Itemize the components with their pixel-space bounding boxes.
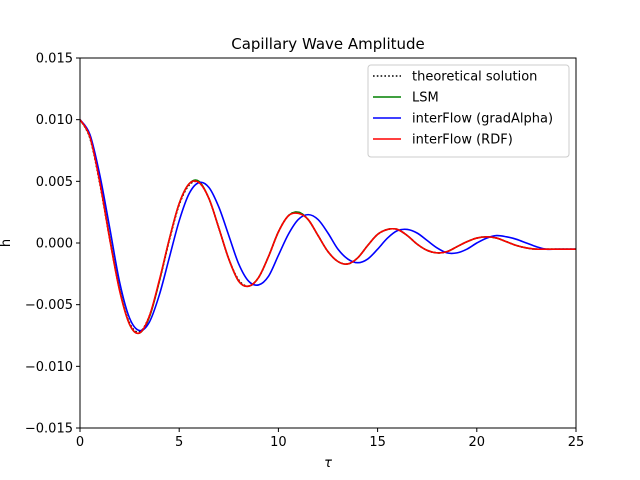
y-tick-label: 0.010 xyxy=(36,113,73,128)
x-tick-label: 15 xyxy=(369,435,386,450)
y-tick-label: 0.000 xyxy=(36,237,73,252)
chart-title: Capillary Wave Amplitude xyxy=(231,35,425,53)
legend: theoretical solution LSM interFlow (gradAl… xyxy=(367,64,570,158)
legend-label: interFlow (RDF) xyxy=(412,133,513,148)
y-tick-label: 0.005 xyxy=(36,175,73,190)
series-line-4 xyxy=(80,119,576,335)
x-axis-label: τ xyxy=(324,456,332,471)
x-tick-label: 25 xyxy=(568,435,585,450)
legend-label: theoretical solution xyxy=(412,70,537,85)
y-axis-label: h xyxy=(0,239,14,247)
y-tick-label: −0.005 xyxy=(25,298,73,313)
y-axis-ticks: −0.015 −0.010 −0.005 0.000 0.005 0.010 0.015 xyxy=(25,52,80,437)
y-tick-label: 0.015 xyxy=(36,52,73,67)
x-tick-label: 5 xyxy=(175,435,183,450)
legend-label: LSM xyxy=(412,91,439,106)
legend-label: interFlow (gradAlpha) xyxy=(412,112,553,127)
x-axis-ticks: 0 5 10 15 20 25 xyxy=(76,428,584,450)
plot-area xyxy=(80,119,576,335)
y-tick-label: −0.015 xyxy=(25,422,73,437)
x-tick-label: 20 xyxy=(469,435,486,450)
y-tick-label: −0.010 xyxy=(25,360,73,375)
x-tick-label: 0 xyxy=(76,435,84,450)
legend-box xyxy=(367,64,570,158)
series-line-3 xyxy=(80,119,576,332)
x-tick-label: 10 xyxy=(270,435,287,450)
